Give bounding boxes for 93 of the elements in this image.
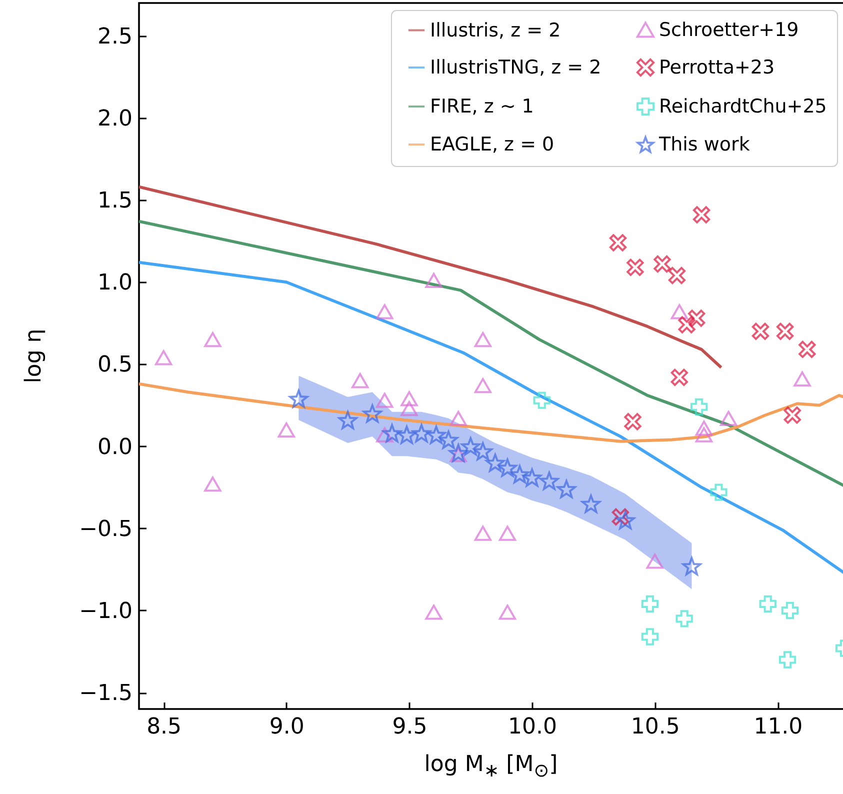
legend-label: IllustrisTNG, z = 2 (430, 56, 602, 78)
point (376, 304, 394, 320)
x-tick-label: 9.0 (269, 714, 304, 740)
y-tick-label: 0.0 (98, 434, 132, 460)
point (289, 390, 308, 408)
point (498, 458, 517, 477)
point (646, 554, 664, 569)
point (338, 410, 358, 430)
point (412, 424, 431, 442)
point (382, 424, 402, 442)
point (376, 392, 394, 408)
point (641, 595, 659, 613)
y-tick-label: 1.0 (98, 270, 132, 296)
y-tick-label: −0.5 (79, 516, 132, 542)
point (278, 422, 295, 438)
y-tick-label: −1.5 (79, 681, 132, 706)
point (781, 602, 799, 620)
y-tick-label: −1.0 (79, 598, 132, 624)
point (473, 442, 492, 460)
legend-label: Schroetter+19 (659, 18, 799, 41)
point (759, 595, 776, 613)
point (710, 484, 728, 501)
point (498, 526, 516, 541)
point (609, 234, 627, 252)
point (794, 371, 811, 387)
point (204, 332, 222, 348)
x-tick-label: 9.5 (392, 714, 428, 740)
point (678, 316, 696, 334)
point (533, 392, 550, 409)
point (752, 322, 770, 340)
point (676, 610, 693, 628)
point (581, 494, 600, 513)
point (362, 404, 382, 423)
y-tick-label: 1.5 (98, 188, 132, 214)
line-series (139, 185, 723, 369)
point (784, 406, 801, 424)
point (641, 628, 659, 646)
point (695, 420, 713, 436)
point (498, 604, 516, 620)
point (400, 400, 418, 416)
legend-label: ReichardtChu+25 (659, 96, 827, 118)
x-tick-label: 10.5 (630, 714, 680, 740)
legend-label: This work (658, 134, 750, 156)
legend-label: Illustris, z = 2 (430, 19, 561, 42)
point (626, 258, 644, 276)
point (682, 557, 702, 576)
line-series (139, 382, 843, 443)
point (486, 454, 505, 472)
point (695, 427, 713, 442)
point (425, 604, 442, 620)
x-tick-label: 11.0 (754, 714, 803, 740)
y-tick-label: 0.5 (98, 352, 132, 378)
point (616, 511, 635, 530)
point (425, 272, 442, 288)
y-axis-title: log η (22, 328, 46, 384)
point (668, 266, 686, 284)
point (474, 332, 492, 348)
x-axis-title: log M$_{∗}$ [M$_{⊙}$] (424, 752, 558, 782)
point (351, 373, 369, 388)
point (510, 465, 530, 484)
point (688, 310, 706, 327)
point (776, 322, 794, 340)
point (426, 426, 446, 444)
y-tick-label: 2.5 (98, 24, 132, 50)
point (720, 410, 738, 426)
point (654, 255, 671, 273)
y-tick-label: 2.0 (98, 106, 132, 132)
point (397, 426, 416, 444)
line-series (139, 260, 843, 574)
point (798, 340, 816, 358)
point (461, 437, 480, 456)
legend-label: FIRE, z ∼ 1 (430, 96, 534, 118)
legend-label: Perrotta+23 (659, 56, 775, 78)
point (474, 378, 492, 394)
point (540, 472, 559, 490)
x-tick-label: 8.5 (146, 714, 182, 740)
point (474, 526, 492, 541)
x-tick-label: 10.0 (508, 714, 558, 740)
point (670, 304, 688, 320)
point (450, 410, 467, 426)
point (400, 391, 418, 406)
point (778, 651, 796, 668)
point (439, 430, 458, 449)
line-series (139, 220, 843, 488)
point (670, 368, 688, 386)
point (692, 206, 710, 224)
point (690, 398, 708, 416)
point (556, 480, 576, 498)
point (522, 468, 542, 487)
legend-label: EAGLE, z = 0 (430, 134, 554, 156)
point (154, 350, 172, 366)
point (204, 476, 222, 492)
point (624, 413, 642, 430)
